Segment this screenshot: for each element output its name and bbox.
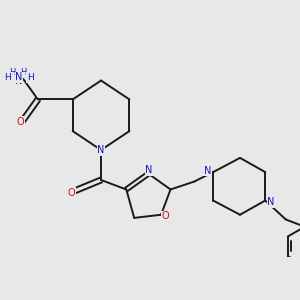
- Text: N: N: [98, 145, 105, 155]
- Text: O: O: [67, 188, 75, 198]
- Text: H: H: [9, 68, 16, 77]
- Text: H: H: [4, 73, 11, 82]
- Text: N: N: [15, 72, 22, 82]
- Text: O: O: [162, 211, 169, 221]
- Text: N: N: [204, 166, 211, 176]
- Text: O: O: [17, 117, 24, 127]
- Text: N: N: [146, 165, 153, 175]
- Text: N: N: [267, 197, 274, 207]
- Text: H: H: [20, 68, 27, 77]
- Text: H: H: [27, 73, 33, 82]
- Text: N: N: [15, 76, 22, 85]
